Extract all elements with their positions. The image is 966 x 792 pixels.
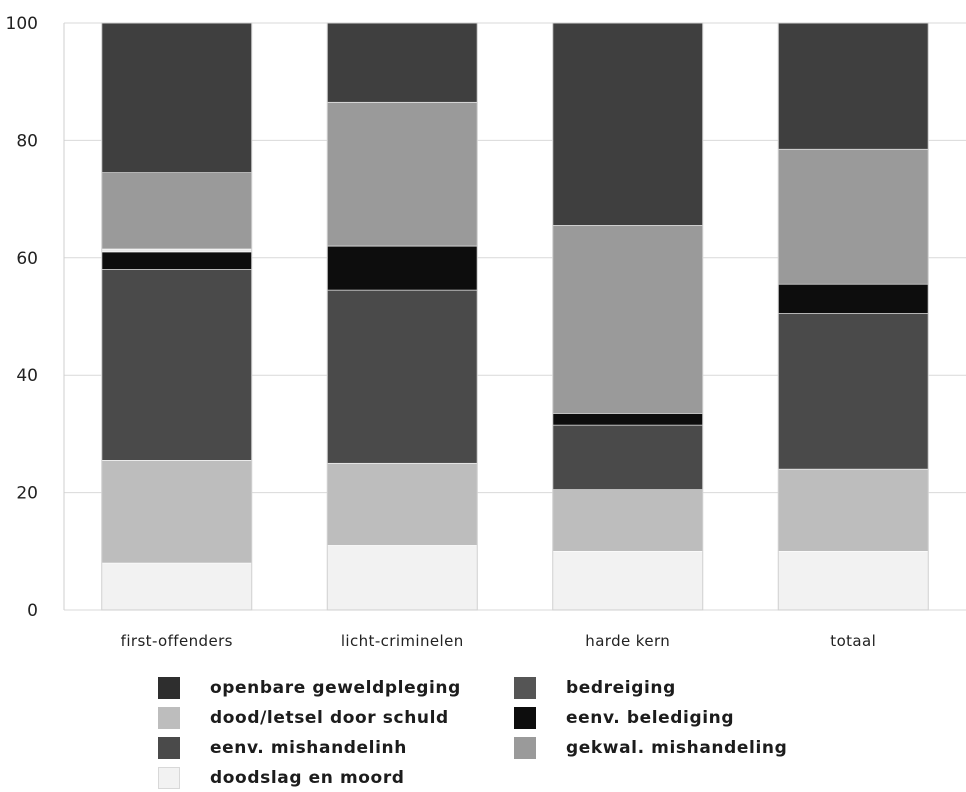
bar-outline: [552, 22, 704, 611]
bar-segment: [552, 550, 704, 611]
legend-label: eenv. mishandelinh: [210, 738, 407, 758]
bar-segment: [552, 489, 704, 552]
bar-segment: [101, 460, 253, 564]
bar-segment: [326, 101, 478, 247]
bar-segment: [101, 22, 253, 173]
legend-item: gekwal. mishandeling: [514, 736, 787, 760]
bar-segment: [552, 424, 704, 490]
legend-item: eenv. mishandelinh: [158, 736, 407, 760]
bar-segment: [326, 245, 478, 291]
x-tick-label: totaal: [830, 632, 876, 650]
legend-swatch: [514, 677, 536, 699]
legend-label: dood/letsel door schuld: [210, 708, 449, 728]
x-tick-label: harde kern: [585, 632, 670, 650]
bar-segment: [777, 550, 929, 611]
bar-segment: [101, 248, 253, 253]
y-tick-label: 40: [16, 366, 38, 386]
bar-segment: [777, 148, 929, 285]
bar-segment: [101, 251, 253, 270]
legend-item: openbare geweldpleging: [158, 676, 461, 700]
legend-label: doodslag en moord: [210, 768, 405, 788]
bar-outline: [777, 22, 929, 611]
legend-swatch: [158, 707, 180, 729]
bar-segment: [326, 289, 478, 464]
x-tick-label: first-offenders: [121, 632, 233, 650]
legend-item: dood/letsel door schuld: [158, 706, 449, 730]
axis-layer: 0 20 40 60 80 100 first-offenders licht-crimine…: [6, 14, 876, 650]
bar-segment: [552, 22, 704, 226]
y-tick-label: 20: [16, 484, 38, 504]
legend-swatch: [158, 737, 180, 759]
bar-segment: [326, 462, 478, 546]
stacked-bar-chart: 0 20 40 60 80 100 first-offenders licht-crimine…: [6, 14, 966, 650]
bar-outline: [326, 22, 478, 611]
legend-label: eenv. belediging: [566, 708, 735, 728]
legend-swatch: [158, 677, 180, 699]
bar-segment: [777, 22, 929, 150]
legend-swatch: [514, 737, 536, 759]
y-tick-label: 60: [16, 249, 38, 269]
bar-segment: [101, 172, 253, 250]
y-tick-label: 0: [27, 601, 38, 621]
bar-segment: [101, 269, 253, 461]
legend-label: openbare geweldpleging: [210, 678, 461, 698]
bar-segment: [552, 413, 704, 426]
bar-segment: [326, 545, 478, 611]
legend-swatch: [514, 707, 536, 729]
bar-segment: [777, 283, 929, 314]
legend: openbare geweldpleging bedreiging dood/l…: [158, 676, 878, 792]
x-tick-label: licht-criminelen: [341, 632, 464, 650]
legend-label: bedreiging: [566, 678, 676, 698]
legend-swatch: [158, 767, 180, 789]
legend-item: doodslag en moord: [158, 766, 405, 790]
bar-outline: [101, 22, 253, 611]
legend-label: gekwal. mishandeling: [566, 738, 788, 758]
bar-segment: [326, 22, 478, 103]
y-tick-label: 80: [16, 131, 38, 151]
bars-layer: [101, 22, 929, 611]
legend-item: eenv. belediging: [514, 706, 734, 730]
bar-segment: [777, 468, 929, 552]
y-tick-label: 100: [6, 14, 38, 34]
bar-segment: [101, 562, 253, 611]
legend-item: bedreiging: [514, 676, 676, 700]
bar-segment: [552, 225, 704, 414]
bar-segment: [777, 313, 929, 470]
